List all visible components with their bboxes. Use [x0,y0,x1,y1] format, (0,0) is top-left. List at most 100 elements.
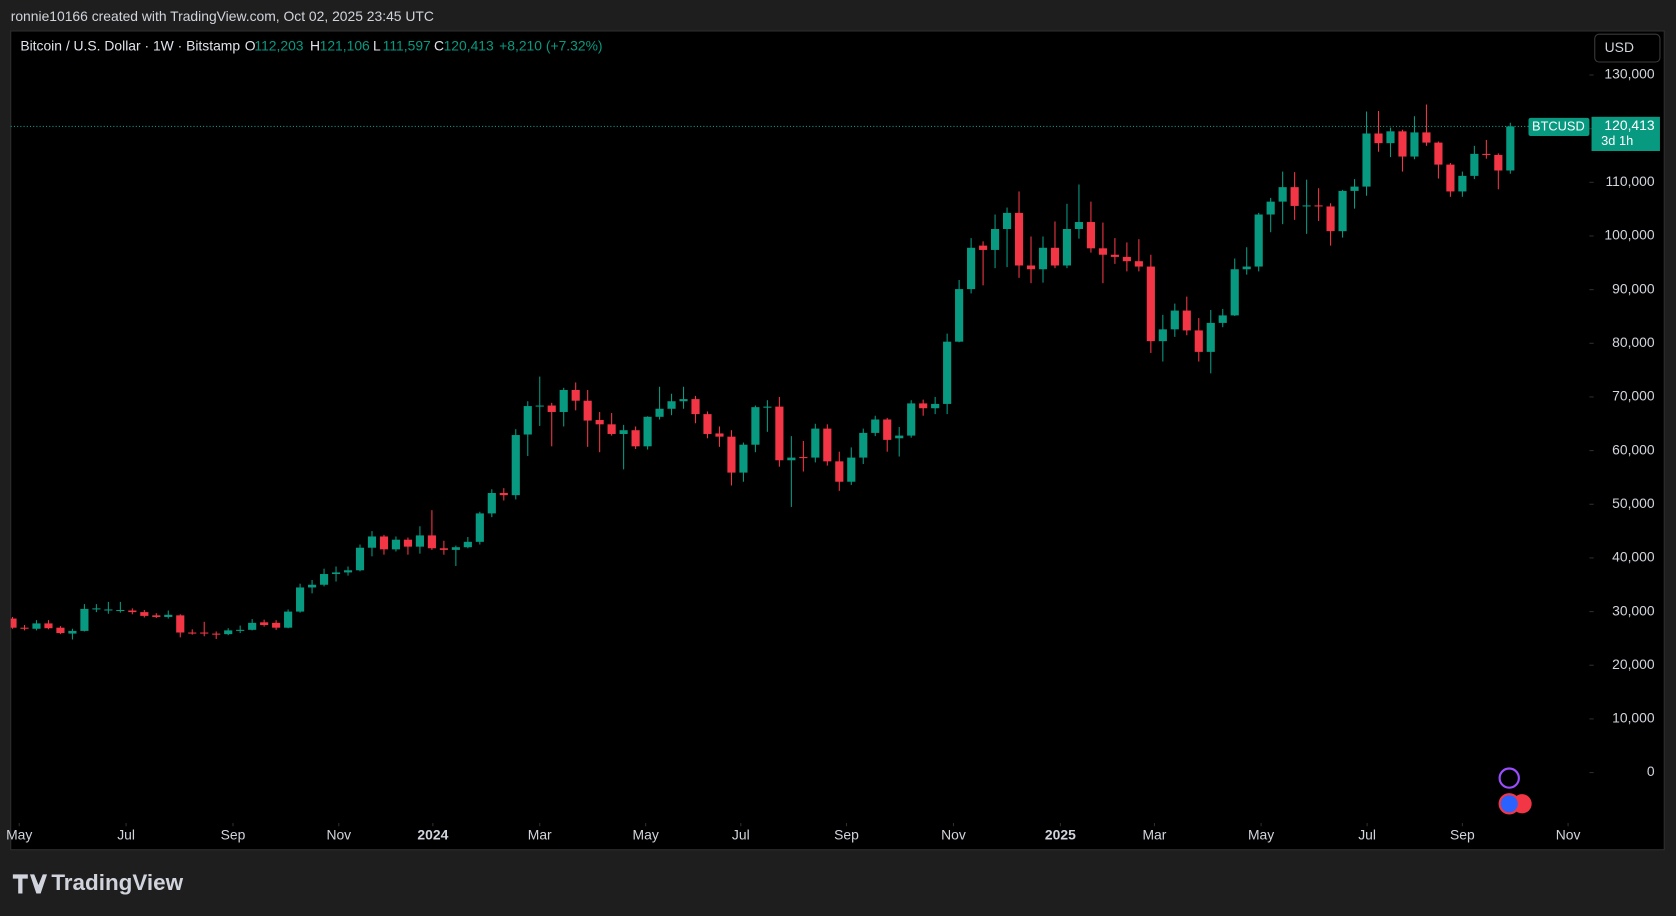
credit: ronnie10166 created with TradingView.com… [11,8,434,24]
ohlc-value: 121,106 [320,38,370,54]
candle-body [1050,247,1060,266]
candle-body [859,432,868,458]
candle-body [799,457,808,459]
candle-body [895,435,904,439]
candle-body [1086,222,1096,249]
candles [10,104,1515,640]
x-tick-label: Jul [117,827,135,843]
candle-body [1422,132,1431,143]
candle-body [32,623,41,629]
candle-body [463,541,472,548]
x-tick-label: Jul [732,827,750,843]
candle-body [631,430,640,447]
candle-body [1350,186,1359,191]
y-tick-label: 40,000 [1612,549,1655,565]
candle-body [272,622,281,628]
candle-body [248,622,257,630]
candle-body [1014,212,1024,266]
candle-body [1062,228,1072,266]
candle-body [931,403,940,409]
candle-body [1230,269,1239,316]
candle-body [56,627,65,634]
candle-body [152,615,161,617]
candle-body [1290,187,1299,206]
candle-body [260,622,269,626]
x-tick-label: Mar [528,827,552,843]
candle-body [343,570,353,573]
candle-body [367,536,377,548]
candle-body [1206,322,1215,352]
candle-body [1446,164,1455,192]
y-tick-label: 50,000 [1612,495,1655,511]
candle-body [1398,131,1407,157]
candle-body [1434,142,1443,165]
candle-body [583,400,592,421]
candle-body [1242,266,1251,270]
candle-body [1458,175,1467,192]
x-tick-label: 2025 [1045,827,1076,843]
event-icons [1498,767,1532,815]
event-icon[interactable] [1498,767,1520,789]
candle-body [1338,190,1347,232]
candle-body [331,572,341,575]
candle-body [835,461,844,482]
candle-body [1302,205,1311,207]
candle-body [1314,205,1323,207]
candle-body [1002,212,1012,229]
candle-body [811,428,820,458]
currency-button[interactable] [1594,33,1661,63]
symbol-tag-label: BTCUSD [1532,118,1585,133]
x-tick-label: Sep [1450,827,1475,843]
candle-body [1146,266,1155,342]
candle-body [619,430,628,434]
candle-body [104,609,113,611]
candle-body [847,457,856,482]
y-tick-label: 0 [1647,763,1655,779]
candle-body [547,405,556,412]
candle-body [715,433,724,437]
x-tick-label: May [633,827,659,843]
candle-body [535,405,544,407]
candle-body [655,408,664,417]
candle-body [871,419,880,433]
brand: TradingView [51,870,183,895]
candle-body [451,547,460,550]
candle-body [775,406,784,461]
candle-body [355,547,365,571]
candle-body [691,399,700,415]
y-tick-label: 80,000 [1612,334,1655,350]
candle-body [979,245,988,250]
ohlc-change: +8,210 (+7.32%) [499,38,602,54]
x-tick-label: May [1248,827,1274,843]
candle-body [1266,201,1275,215]
candle-body [1194,330,1203,352]
candle-body [679,399,688,402]
ohlc-prefix: O [245,38,256,54]
candle-body [607,424,616,434]
x-tick-label: Sep [834,827,859,843]
event-icon[interactable] [1498,793,1520,815]
candle-body [44,623,53,629]
x-tick-label: Jul [1358,827,1376,843]
candle-body [403,539,413,547]
candle-body [1074,222,1084,229]
candle-body [487,493,496,514]
ohlc-value: 120,413 [444,38,494,54]
candle-body [128,610,137,613]
candle-body [727,436,736,473]
x-tick-label: Sep [221,827,246,843]
candle-body [1170,310,1179,330]
candle-body [1038,247,1048,270]
candle-body [667,401,676,409]
y-tick-label: 110,000 [1605,173,1654,189]
candle-body [176,615,185,633]
symbol-tag [1528,117,1590,137]
candle-body [1182,310,1191,331]
x-tick-label: Nov [1556,827,1581,843]
candle-body [284,611,293,628]
candle-body [439,548,448,550]
y-tick-label: 60,000 [1612,441,1655,457]
candle-body [559,389,568,412]
